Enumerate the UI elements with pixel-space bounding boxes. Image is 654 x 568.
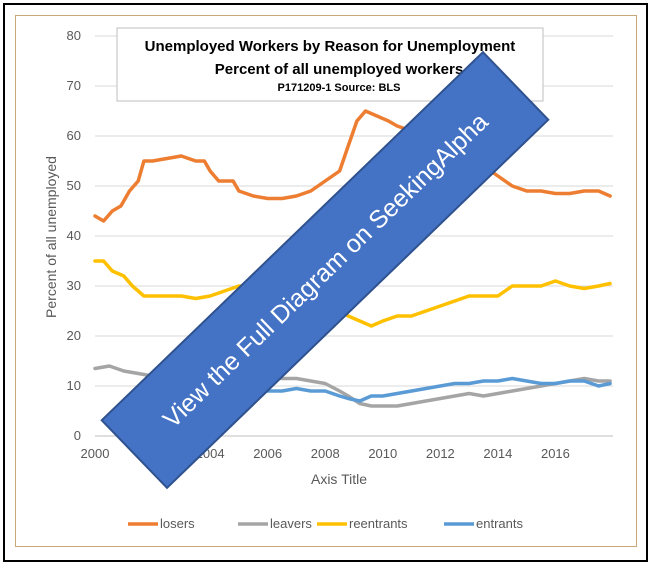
legend-item-entrants: entrants — [444, 516, 523, 531]
y-tick-label: 10 — [67, 378, 81, 393]
legend-item-reentrants: reentrants — [317, 516, 408, 531]
x-axis-title: Axis Title — [311, 471, 367, 487]
y-tick-label: 80 — [67, 28, 81, 43]
y-tick-label: 40 — [67, 228, 81, 243]
x-tick-label: 2014 — [483, 446, 512, 461]
y-tick-label: 60 — [67, 128, 81, 143]
y-tick-label: 50 — [67, 178, 81, 193]
chart-area-border — [15, 15, 637, 547]
x-tick-label: 2012 — [426, 446, 455, 461]
legend-label: entrants — [476, 516, 523, 531]
legend-item-losers: losers — [128, 516, 195, 531]
y-tick-label: 20 — [67, 328, 81, 343]
chart-subtitle: Percent of all unemployed workers — [215, 61, 463, 78]
chart-source-note: P171209-1 Source: BLS — [278, 82, 401, 94]
y-tick-label: 30 — [67, 278, 81, 293]
legend-label: leavers — [270, 516, 312, 531]
chart-title: Unemployed Workers by Reason for Unemplo… — [145, 38, 516, 55]
x-tick-label: 2008 — [311, 446, 340, 461]
y-tick-label: 0 — [74, 428, 81, 443]
legend-label: losers — [160, 516, 195, 531]
y-axis-title: Percent of all unemployed — [43, 156, 59, 318]
legend: losers leavers reentrants entrants — [128, 516, 523, 531]
x-tick-label: 2010 — [368, 446, 397, 461]
series-line-losers — [93, 109, 612, 223]
x-tick-label: 2006 — [253, 446, 282, 461]
legend-label: reentrants — [349, 516, 408, 531]
x-tick-label: 2016 — [541, 446, 570, 461]
banner-background[interactable] — [100, 50, 550, 490]
legend-item-leavers: leavers — [238, 516, 312, 531]
series-line-reentrants — [93, 259, 612, 328]
x-tick-label: 2000 — [81, 446, 110, 461]
series-line-entrants — [208, 376, 612, 403]
seekingalpha-banner[interactable]: View the Full Diagram on SeekingAlpha — [100, 50, 550, 490]
y-axis-ticks: 0 10 20 30 40 50 60 70 80 — [67, 28, 81, 443]
y-tick-label: 70 — [67, 78, 81, 93]
